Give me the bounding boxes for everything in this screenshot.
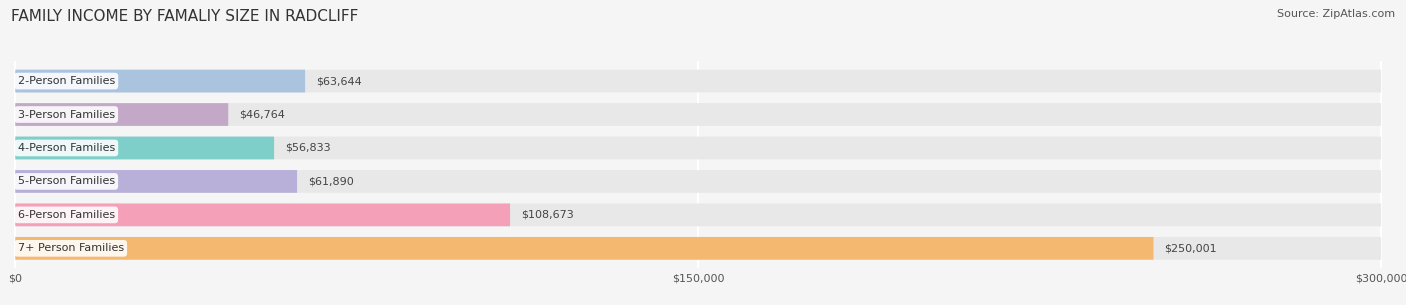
FancyBboxPatch shape: [15, 103, 228, 126]
FancyBboxPatch shape: [15, 70, 1381, 92]
Text: $56,833: $56,833: [285, 143, 330, 153]
Text: $46,764: $46,764: [239, 109, 285, 120]
Text: $250,001: $250,001: [1164, 243, 1218, 253]
FancyBboxPatch shape: [15, 203, 510, 226]
Text: $63,644: $63,644: [316, 76, 361, 86]
FancyBboxPatch shape: [15, 103, 1381, 126]
Text: $108,673: $108,673: [522, 210, 574, 220]
Text: 6-Person Families: 6-Person Families: [18, 210, 115, 220]
FancyBboxPatch shape: [15, 137, 1381, 159]
FancyBboxPatch shape: [15, 137, 274, 159]
FancyBboxPatch shape: [15, 237, 1153, 260]
FancyBboxPatch shape: [15, 170, 1381, 193]
Text: 4-Person Families: 4-Person Families: [18, 143, 115, 153]
Text: Source: ZipAtlas.com: Source: ZipAtlas.com: [1277, 9, 1395, 19]
Text: $61,890: $61,890: [308, 176, 354, 186]
Text: FAMILY INCOME BY FAMALIY SIZE IN RADCLIFF: FAMILY INCOME BY FAMALIY SIZE IN RADCLIF…: [11, 9, 359, 24]
FancyBboxPatch shape: [15, 70, 305, 92]
Text: 7+ Person Families: 7+ Person Families: [18, 243, 124, 253]
FancyBboxPatch shape: [15, 237, 1381, 260]
Text: 3-Person Families: 3-Person Families: [18, 109, 115, 120]
Text: 2-Person Families: 2-Person Families: [18, 76, 115, 86]
FancyBboxPatch shape: [15, 170, 297, 193]
FancyBboxPatch shape: [15, 203, 1381, 226]
Text: 5-Person Families: 5-Person Families: [18, 176, 115, 186]
